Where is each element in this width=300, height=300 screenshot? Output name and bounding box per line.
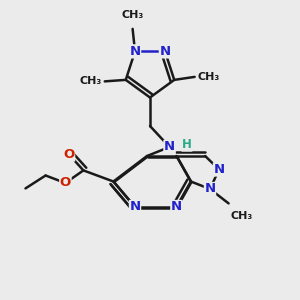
Text: CH₃: CH₃ [198, 72, 220, 82]
Text: N: N [204, 182, 216, 196]
Text: CH₃: CH₃ [122, 10, 144, 20]
Text: N: N [164, 140, 175, 154]
Text: N: N [213, 163, 225, 176]
Text: N: N [171, 200, 182, 214]
Text: O: O [60, 176, 71, 190]
Text: N: N [129, 200, 141, 214]
Text: CH₃: CH₃ [230, 211, 252, 221]
Text: H: H [182, 138, 192, 151]
Text: N: N [159, 45, 171, 58]
Text: CH₃: CH₃ [80, 76, 102, 86]
Text: N: N [129, 45, 141, 58]
Text: O: O [63, 148, 75, 161]
